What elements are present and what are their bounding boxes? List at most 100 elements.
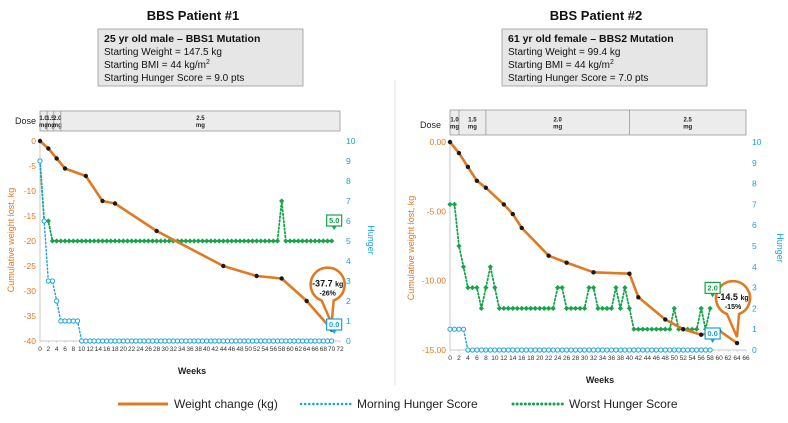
worst-hunger-point bbox=[229, 238, 235, 244]
morning-hunger-point bbox=[283, 338, 289, 344]
y-tick-label: -5.00 bbox=[427, 206, 447, 216]
callout-percent: -26% bbox=[319, 291, 336, 298]
morning-hunger-point bbox=[216, 338, 222, 344]
morning-hunger-point bbox=[505, 347, 511, 353]
worst-hunger-point bbox=[129, 238, 135, 244]
morning-hunger-point bbox=[133, 338, 139, 344]
weight-point bbox=[154, 228, 159, 234]
worst-hunger-point bbox=[604, 305, 610, 311]
worst-hunger-point bbox=[465, 285, 471, 291]
morning-hunger-point bbox=[483, 347, 489, 353]
x-tick-label: 40 bbox=[203, 346, 211, 353]
x-tick-label: 4 bbox=[466, 355, 470, 362]
worst-hunger-point bbox=[195, 238, 201, 244]
morning-hunger-point bbox=[572, 347, 579, 353]
y2-tick-label: 5 bbox=[752, 241, 757, 251]
morning-hunger-point bbox=[54, 298, 60, 304]
end-label-worst-pointer bbox=[710, 293, 716, 298]
x-tick-label: 38 bbox=[195, 346, 203, 353]
morning-hunger-point bbox=[685, 347, 691, 353]
x-tick-label: 10 bbox=[78, 346, 86, 353]
morning-hunger-point bbox=[694, 347, 700, 353]
weight-point bbox=[62, 166, 68, 171]
weight-point bbox=[681, 327, 686, 332]
worst-hunger-point bbox=[581, 305, 588, 311]
series-marks bbox=[447, 139, 740, 353]
worst-hunger-point bbox=[460, 264, 467, 270]
worst-hunger-point bbox=[287, 238, 293, 244]
morning-hunger-point bbox=[287, 338, 293, 344]
worst-hunger-point bbox=[245, 238, 251, 244]
dose-bar-frame bbox=[39, 110, 341, 132]
morning-hunger-point bbox=[541, 347, 547, 353]
morning-hunger-point bbox=[523, 347, 529, 353]
morning-hunger-point bbox=[604, 347, 610, 353]
end-label-morning-pointer bbox=[710, 339, 716, 343]
worst-hunger-point bbox=[133, 238, 139, 244]
worst-hunger-point bbox=[329, 238, 335, 244]
morning-hunger-point bbox=[74, 318, 81, 324]
morning-hunger-point bbox=[162, 338, 168, 344]
x-tick-label: 50 bbox=[245, 346, 253, 353]
x-tick-label: 50 bbox=[671, 355, 679, 362]
x-tick-label: 14 bbox=[509, 355, 517, 362]
y-tick-label: -15.00 bbox=[422, 345, 446, 355]
callout-value: -37.7 kg bbox=[312, 279, 343, 289]
worst-hunger-point bbox=[599, 305, 606, 311]
worst-hunger-point bbox=[212, 238, 218, 244]
worst-hunger-point bbox=[312, 238, 318, 244]
morning-hunger-point bbox=[108, 338, 114, 344]
y2-tick-label: 9 bbox=[346, 156, 351, 166]
x-tick-label: 42 bbox=[211, 346, 219, 353]
morning-hunger-point bbox=[308, 338, 314, 344]
morning-hunger-point bbox=[204, 338, 210, 344]
worst-hunger-point bbox=[266, 238, 272, 244]
morning-hunger-point bbox=[465, 347, 471, 353]
info-weight: Starting Weight = 147.5 kg bbox=[104, 47, 222, 58]
morning-hunger-point bbox=[45, 278, 51, 284]
weight-point bbox=[46, 146, 51, 151]
worst-hunger-point bbox=[158, 238, 164, 244]
info-bmi: Starting BMI = 44 kg/m2 bbox=[508, 59, 614, 71]
dose-value: 2.0 bbox=[553, 118, 562, 124]
dose-bar-frame bbox=[449, 109, 747, 136]
y-tick-label: 0.00 bbox=[429, 137, 446, 147]
worst-hunger-point bbox=[183, 238, 189, 244]
worst-hunger-point bbox=[108, 238, 114, 244]
morning-hunger-point bbox=[120, 338, 126, 344]
worst-hunger-point bbox=[224, 238, 231, 244]
morning-hunger-point bbox=[195, 338, 201, 344]
weight-point bbox=[519, 225, 524, 231]
x-tick-label: 16 bbox=[518, 355, 526, 362]
y-tick-label: -25 bbox=[24, 261, 37, 271]
x-tick-label: 2 bbox=[47, 346, 51, 353]
worst-hunger-point bbox=[120, 238, 126, 244]
end-label-morning-text: 0.0 bbox=[329, 320, 339, 329]
morning-hunger-point bbox=[79, 338, 85, 344]
end-label-worst: 5.0 bbox=[326, 214, 343, 230]
morning-hunger-point bbox=[595, 347, 601, 353]
x-tick-label: 18 bbox=[527, 355, 535, 362]
worst-hunger-point bbox=[550, 305, 556, 311]
worst-hunger-point bbox=[590, 285, 597, 291]
morning-hunger-point bbox=[41, 218, 47, 224]
y2-tick-label: 3 bbox=[346, 276, 351, 286]
legend-worst-label: Worst Hunger Score bbox=[569, 397, 678, 411]
morning-hunger-point bbox=[174, 338, 181, 344]
x-tick-label: 44 bbox=[220, 346, 228, 353]
y2-tick-label: 10 bbox=[346, 136, 356, 146]
x-tick-label: 32 bbox=[590, 355, 598, 362]
worst-hunger-point bbox=[324, 238, 331, 244]
worst-hunger-point bbox=[154, 238, 160, 244]
worst-hunger-point bbox=[45, 218, 51, 224]
x-tick-label: 36 bbox=[186, 346, 194, 353]
x-tick-label: 0 bbox=[448, 355, 452, 362]
morning-hunger-point bbox=[640, 347, 646, 353]
y2-tick-label: 8 bbox=[752, 179, 757, 189]
morning-hunger-point bbox=[304, 338, 310, 344]
worst-hunger-point bbox=[304, 238, 310, 244]
x-tick-label: 42 bbox=[635, 355, 643, 362]
morning-hunger-point bbox=[95, 338, 101, 344]
worst-hunger-point bbox=[559, 285, 565, 291]
